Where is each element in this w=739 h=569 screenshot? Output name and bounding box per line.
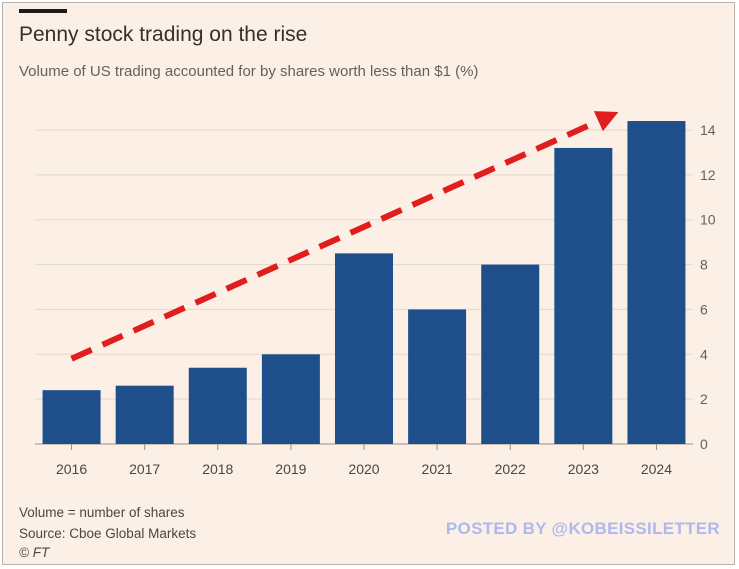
source-note: Source: Cboe Global Markets [19,526,197,541]
y-tick-label: 2 [700,391,708,407]
x-tick-label: 2017 [129,461,160,477]
bar [335,253,393,444]
x-tick-label: 2021 [422,461,453,477]
bar [481,264,540,444]
bar [261,354,320,444]
y-tick-label: 10 [700,212,716,228]
header-accent-bar [19,9,67,13]
bar [115,385,174,444]
bar [554,147,613,444]
trend-arrow-head [593,111,619,132]
bar [627,121,686,445]
y-tick-label: 4 [700,346,708,362]
x-tick-label: 2020 [348,461,379,477]
x-tick-label: 2023 [568,461,599,477]
bar-chart: 0 2 4 6 8 10 12 14 2016 2017 2018 2019 2020 2021 2022 2… [35,111,716,477]
ft-copyright: © FT [19,545,50,560]
y-tick-label: 14 [700,122,716,138]
bar [408,309,467,444]
y-tick-label: 0 [700,436,708,452]
y-tick-label: 12 [700,167,716,183]
x-tick-label: 2022 [495,461,526,477]
x-tick-label: 2019 [275,461,306,477]
y-tick-label: 6 [700,301,708,317]
y-tick-label: 8 [700,257,708,273]
bar [188,367,247,444]
volume-footnote: Volume = number of shares [19,505,185,520]
x-tick-label: 2016 [56,461,87,477]
x-tick-label: 2018 [202,461,233,477]
chart-title: Penny stock trading on the rise [19,23,308,46]
trend-arrow-line [70,118,600,362]
chart-subtitle: Volume of US trading accounted for by sh… [19,63,479,80]
x-tick-label: 2024 [641,461,672,477]
bar [42,390,101,444]
watermark-text: POSTED BY @KOBEISSILETTER [445,519,720,538]
